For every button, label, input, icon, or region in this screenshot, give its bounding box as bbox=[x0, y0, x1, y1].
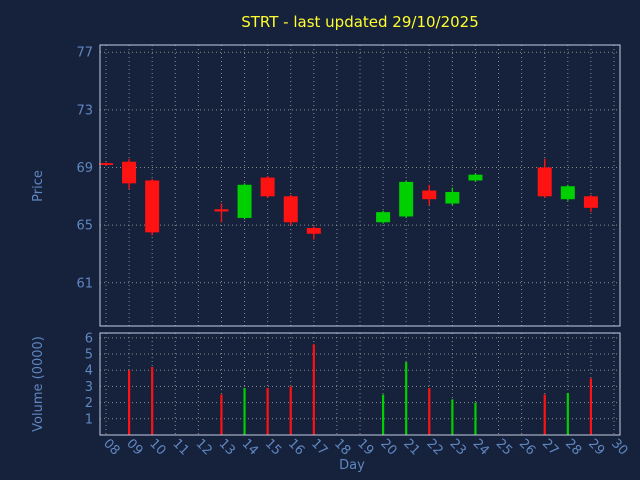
volume-bar bbox=[589, 378, 593, 435]
x-tick-label: 10 bbox=[146, 436, 168, 458]
candle-body bbox=[122, 161, 137, 184]
candle-body bbox=[422, 190, 437, 200]
candle-body bbox=[99, 163, 113, 165]
volume-tick-label: 5 bbox=[85, 348, 93, 363]
volume-tick-label: 3 bbox=[85, 380, 93, 395]
x-axis-label: Day bbox=[339, 458, 365, 473]
volume-axis-label: Volume (0000) bbox=[31, 336, 46, 432]
volume-bar bbox=[127, 370, 131, 435]
price-tick-label: 61 bbox=[76, 276, 93, 291]
candle-body bbox=[583, 196, 598, 208]
volume-bar bbox=[543, 394, 546, 435]
candle-body bbox=[560, 186, 575, 200]
volume-tick-label: 1 bbox=[85, 412, 93, 427]
candle-body bbox=[399, 181, 414, 217]
volume-bar bbox=[312, 344, 315, 435]
price-tick-label: 77 bbox=[76, 46, 93, 61]
x-tick-label: 19 bbox=[354, 436, 376, 458]
candle-body bbox=[283, 196, 298, 223]
candle-body bbox=[376, 212, 391, 223]
x-tick-label: 08 bbox=[100, 436, 122, 458]
candle-body bbox=[237, 184, 252, 218]
volume-tick-label: 6 bbox=[85, 331, 93, 346]
x-tick-label: 18 bbox=[331, 436, 353, 458]
volume-tick-label: 2 bbox=[85, 396, 93, 411]
volume-panel-border bbox=[99, 332, 621, 436]
x-tick-label: 11 bbox=[169, 436, 191, 458]
candle-body bbox=[145, 180, 160, 233]
volume-bar bbox=[474, 402, 477, 435]
candle-body bbox=[306, 228, 321, 234]
candle-body bbox=[260, 177, 275, 197]
x-tick-label: 26 bbox=[516, 436, 538, 458]
volume-bar bbox=[451, 399, 454, 435]
x-tick-label: 15 bbox=[262, 436, 284, 458]
candle-body bbox=[214, 209, 229, 212]
x-tick-label: 14 bbox=[239, 436, 261, 458]
volume-bar bbox=[405, 362, 408, 435]
volume-bar bbox=[151, 367, 154, 435]
x-tick-label: 25 bbox=[493, 436, 515, 458]
x-tick-label: 12 bbox=[193, 436, 215, 458]
volume-bar bbox=[381, 394, 385, 435]
x-tick-label: 30 bbox=[608, 436, 630, 458]
x-tick-label: 29 bbox=[585, 436, 607, 458]
x-tick-label: 28 bbox=[562, 436, 584, 458]
candle-body bbox=[468, 174, 483, 181]
x-tick-label: 24 bbox=[470, 436, 492, 458]
volume-bar bbox=[428, 388, 431, 435]
x-tick-label: 17 bbox=[308, 436, 330, 458]
candle-body bbox=[537, 167, 552, 197]
volume-bar bbox=[243, 388, 246, 435]
x-tick-label: 20 bbox=[377, 436, 399, 458]
x-tick-label: 23 bbox=[447, 436, 469, 458]
price-axis-label: Price bbox=[31, 170, 46, 202]
price-tick-label: 69 bbox=[76, 161, 93, 176]
price-tick-label: 73 bbox=[76, 103, 93, 118]
x-tick-label: 13 bbox=[216, 436, 238, 458]
candle-body bbox=[445, 191, 460, 204]
volume-tick-label: 4 bbox=[85, 364, 93, 379]
x-tick-label: 16 bbox=[285, 436, 307, 458]
x-tick-label: 09 bbox=[123, 436, 145, 458]
price-tick-label: 65 bbox=[76, 219, 93, 234]
volume-bar bbox=[566, 392, 569, 435]
x-tick-label: 21 bbox=[400, 436, 422, 458]
x-tick-label: 22 bbox=[423, 436, 445, 458]
chart-title: STRT - last updated 29/10/2025 bbox=[241, 13, 479, 31]
volume-bar bbox=[220, 394, 223, 435]
volume-bar bbox=[266, 388, 269, 435]
price-panel-border bbox=[99, 44, 621, 327]
x-tick-label: 27 bbox=[539, 436, 561, 458]
volume-bar bbox=[289, 386, 292, 435]
